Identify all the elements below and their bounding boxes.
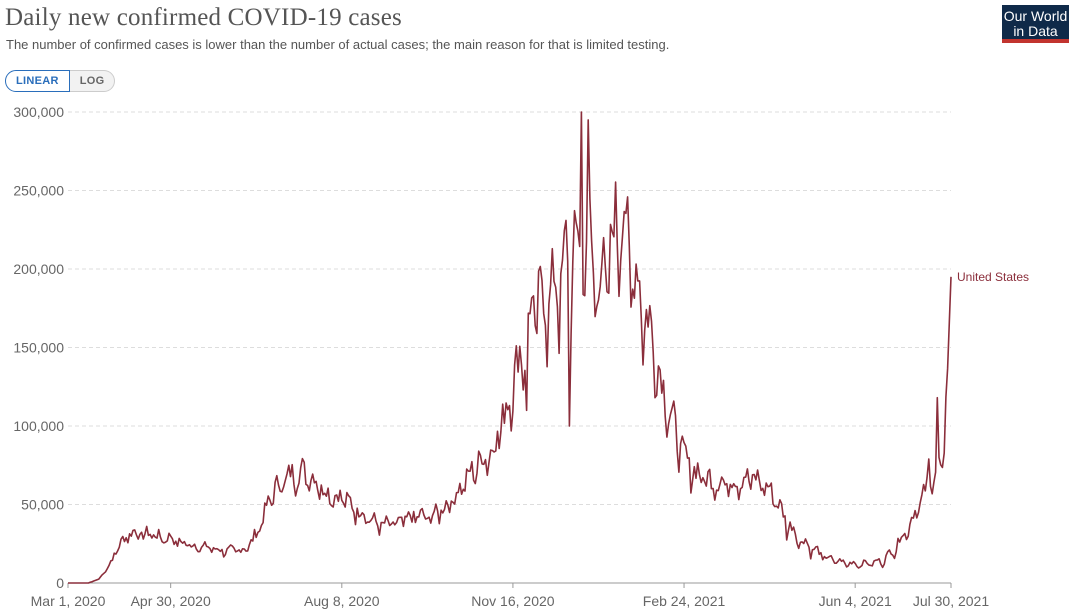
y-tick-label: 150,000 <box>13 340 64 356</box>
chart-title: Daily new confirmed COVID-19 cases <box>5 4 402 31</box>
x-tick-label: Jun 4, 2021 <box>819 593 892 609</box>
chart-subtitle: The number of confirmed cases is lower t… <box>6 37 670 52</box>
logo-line-1: Our World <box>1003 8 1068 24</box>
log-scale-button[interactable]: LOG <box>69 70 116 92</box>
x-tick-label: Jul 30, 2021 <box>913 593 989 609</box>
owid-logo[interactable]: Our World in Data <box>1002 5 1069 43</box>
y-tick-label: 100,000 <box>13 418 64 434</box>
x-tick-label: Apr 30, 2020 <box>131 593 211 609</box>
y-tick-label: 250,000 <box>13 183 64 199</box>
x-tick-label: Nov 16, 2020 <box>471 593 554 609</box>
series-label-united-states: United States <box>957 270 1029 284</box>
y-tick-label: 300,000 <box>13 104 64 120</box>
scale-toggle: LINEAR LOG <box>5 70 116 92</box>
series-line-united-states <box>68 111 952 584</box>
linear-scale-button[interactable]: LINEAR <box>5 70 70 92</box>
x-tick-label: Feb 24, 2021 <box>643 593 726 609</box>
y-tick-label: 0 <box>56 575 64 591</box>
x-tick-label: Mar 1, 2020 <box>31 593 106 609</box>
y-tick-label: 200,000 <box>13 261 64 277</box>
y-tick-label: 50,000 <box>21 497 64 513</box>
logo-line-2: in Data <box>1013 23 1058 39</box>
x-tick-label: Aug 8, 2020 <box>304 593 380 609</box>
